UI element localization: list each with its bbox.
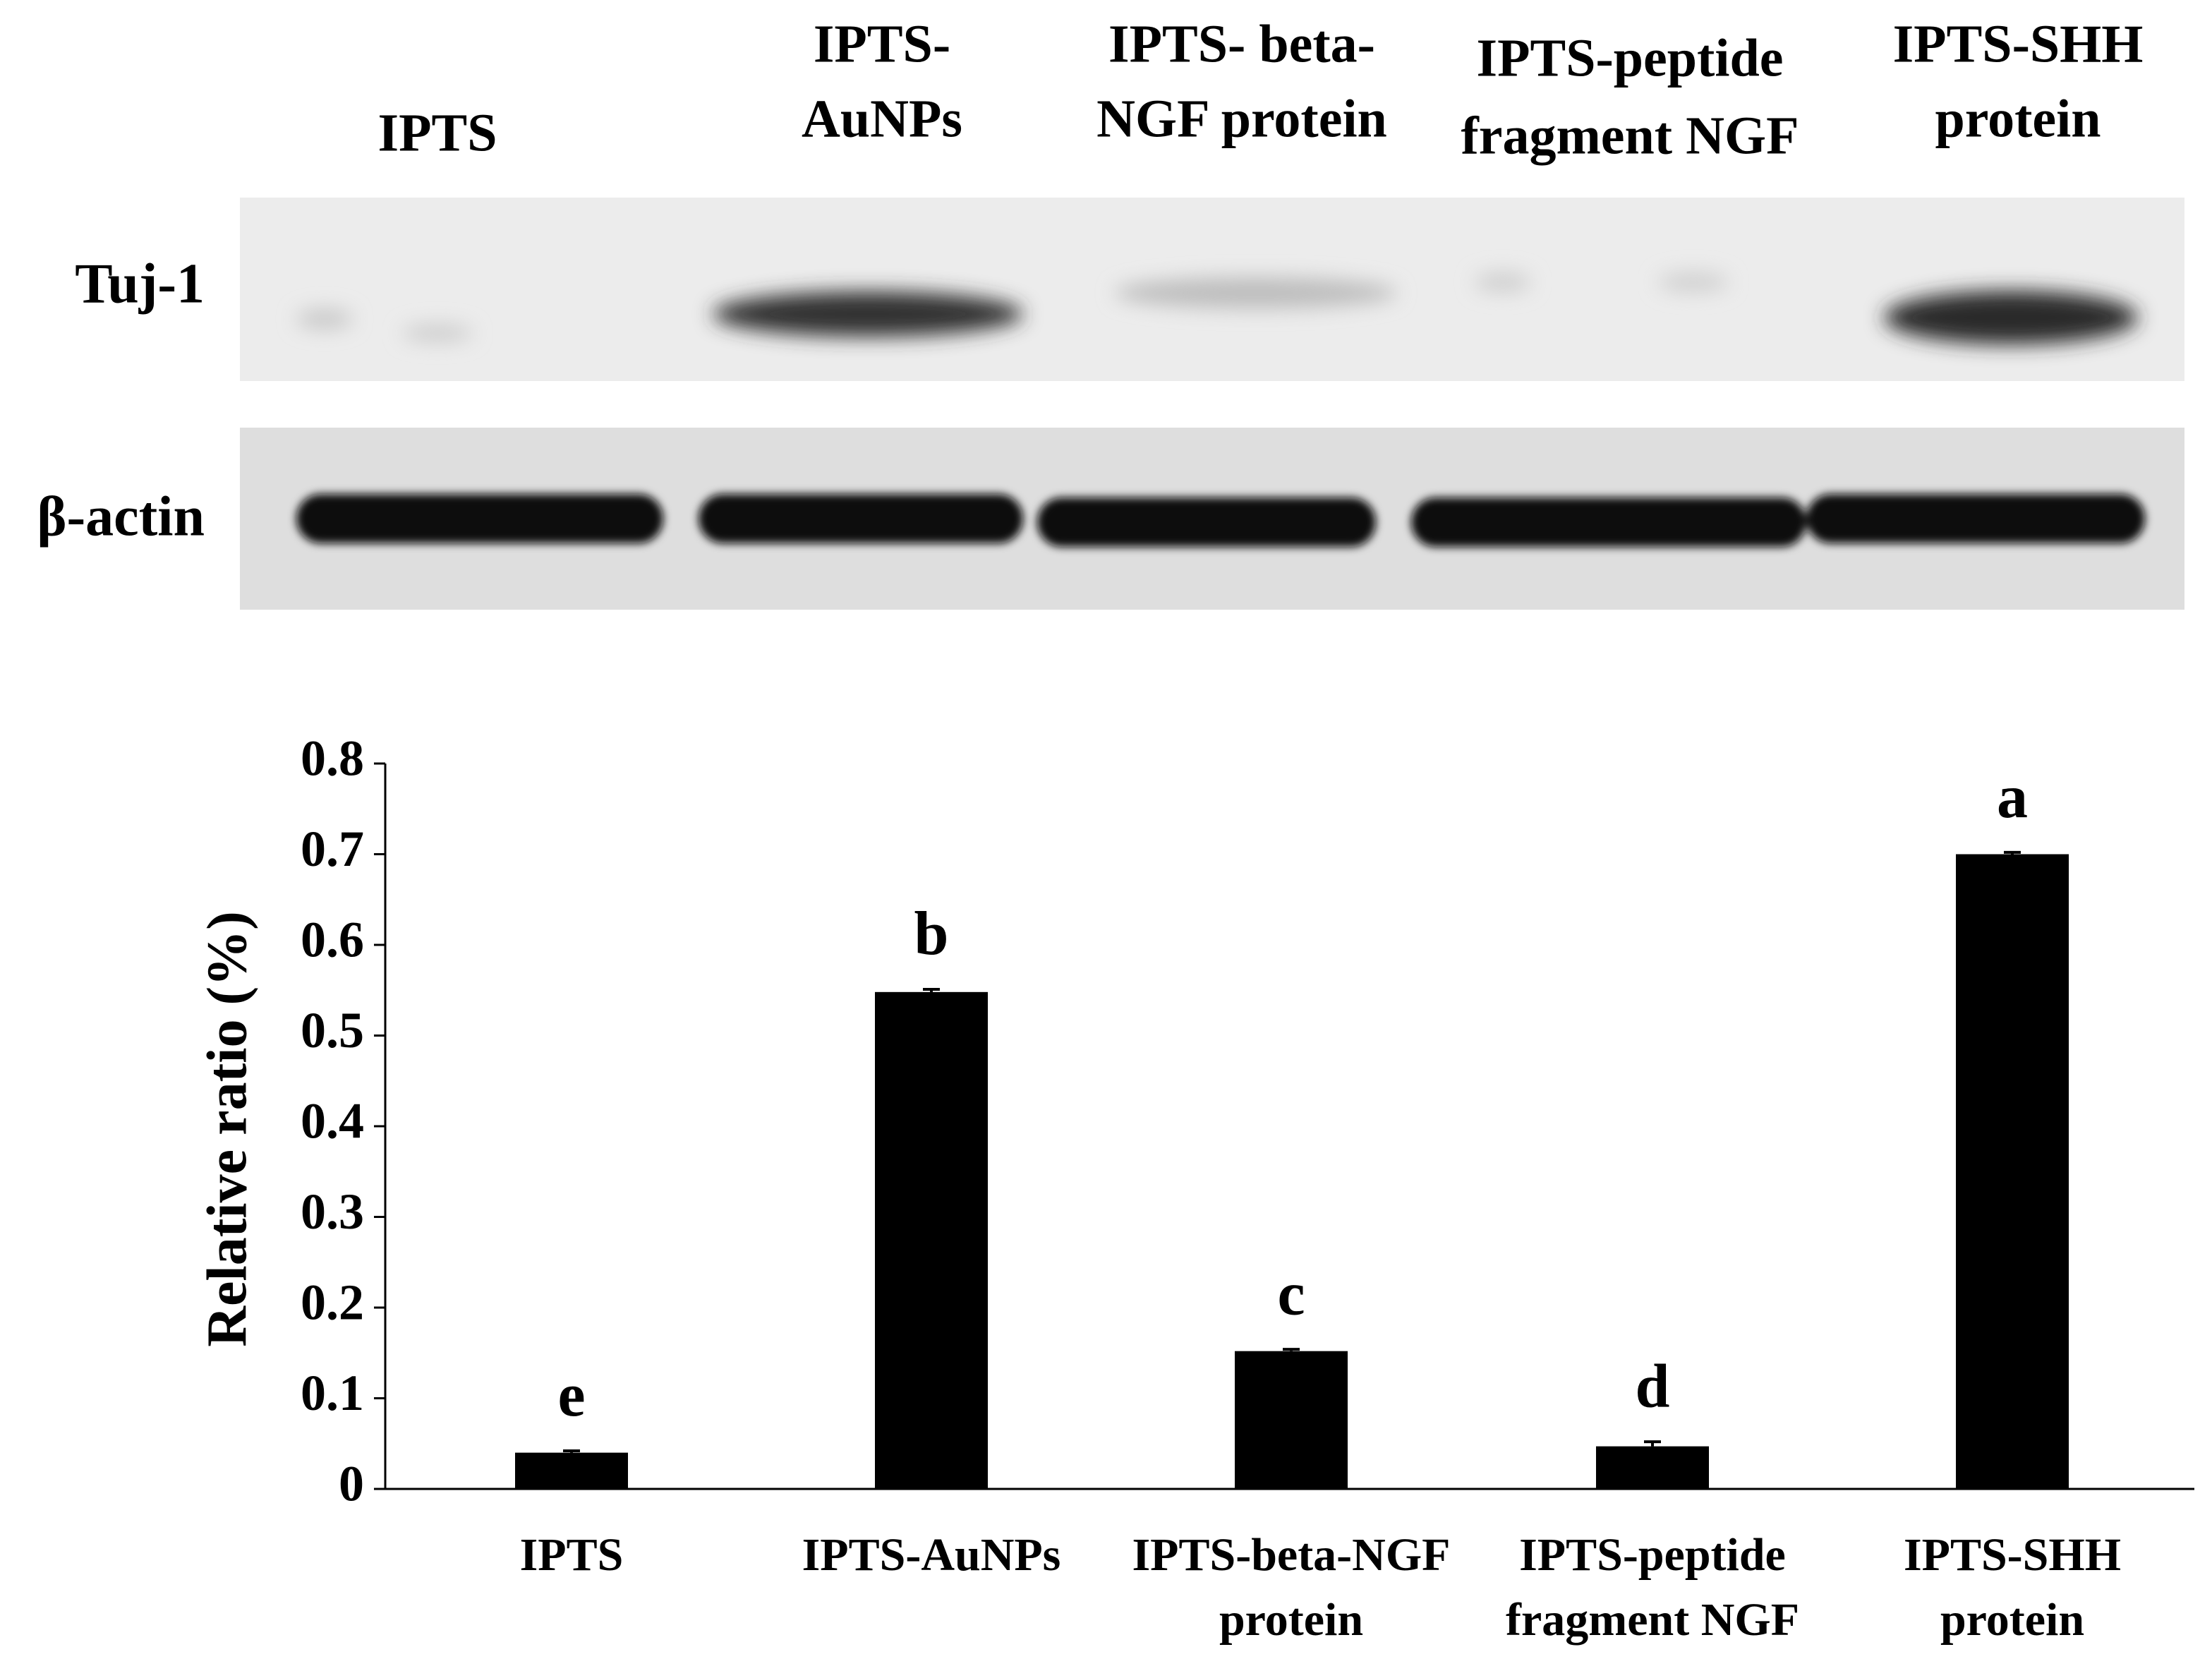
x-tick-label: IPTS-peptide bbox=[1519, 1529, 1786, 1581]
lane-label: IPTS- beta- bbox=[1108, 14, 1375, 73]
x-tick-label: IPTS-beta-NGF bbox=[1132, 1529, 1451, 1581]
y-tick-label: 0.4 bbox=[301, 1093, 364, 1150]
y-tick-label: 0 bbox=[339, 1456, 364, 1512]
y-axis-label: Relative ratio (%) bbox=[196, 911, 258, 1347]
significance-letter: e bbox=[557, 1361, 585, 1430]
error-bar bbox=[1283, 1348, 1300, 1351]
x-tick-label: protein bbox=[1940, 1594, 2084, 1646]
y-tick-label: 0.6 bbox=[301, 912, 364, 968]
error-bar bbox=[923, 987, 940, 992]
lane-label: IPTS bbox=[378, 103, 497, 162]
y-tick-label: 0.3 bbox=[301, 1183, 364, 1240]
row-label: β-actin bbox=[37, 485, 205, 548]
x-tick-label: protein bbox=[1219, 1594, 1363, 1646]
lane-label: NGF protein bbox=[1096, 89, 1387, 148]
bar bbox=[1596, 1446, 1709, 1489]
y-tick-label: 0.1 bbox=[301, 1365, 364, 1421]
lane-label: fragment NGF bbox=[1461, 106, 1799, 165]
y-tick-label: 0.7 bbox=[301, 821, 364, 877]
bar bbox=[1235, 1351, 1348, 1489]
bar bbox=[875, 991, 988, 1489]
x-tick-label: IPTS-AuNPs bbox=[802, 1529, 1061, 1581]
lane-label: IPTS-SHH bbox=[1893, 14, 2144, 73]
significance-letter: b bbox=[914, 900, 949, 968]
lane-label: IPTS- bbox=[814, 14, 950, 73]
y-tick-label: 0.8 bbox=[301, 730, 364, 787]
significance-letter: c bbox=[1277, 1260, 1305, 1328]
lane-label: AuNPs bbox=[802, 89, 962, 148]
bar bbox=[515, 1452, 628, 1489]
tuj1-bands bbox=[296, 272, 2138, 344]
lane-label: protein bbox=[1935, 89, 2101, 148]
error-bar bbox=[563, 1449, 580, 1453]
x-tick-label: IPTS-SHH bbox=[1904, 1529, 2121, 1581]
significance-letter: a bbox=[1997, 763, 2028, 831]
x-tick-label: fragment NGF bbox=[1506, 1594, 1799, 1646]
x-tick-label: IPTS bbox=[520, 1529, 624, 1581]
error-bar bbox=[2004, 850, 2021, 855]
actin-bands bbox=[296, 494, 2145, 547]
bar bbox=[1956, 854, 2069, 1489]
y-tick-label: 0.5 bbox=[301, 1002, 364, 1058]
row-label: Tuj-1 bbox=[75, 253, 205, 315]
significance-letter: d bbox=[1636, 1352, 1670, 1420]
lane-label: IPTS-peptide bbox=[1477, 28, 1784, 88]
blot: Tuj-1 β-actin bbox=[37, 198, 2184, 610]
error-bar bbox=[1644, 1440, 1661, 1447]
y-tick-label: 0.2 bbox=[301, 1274, 364, 1331]
